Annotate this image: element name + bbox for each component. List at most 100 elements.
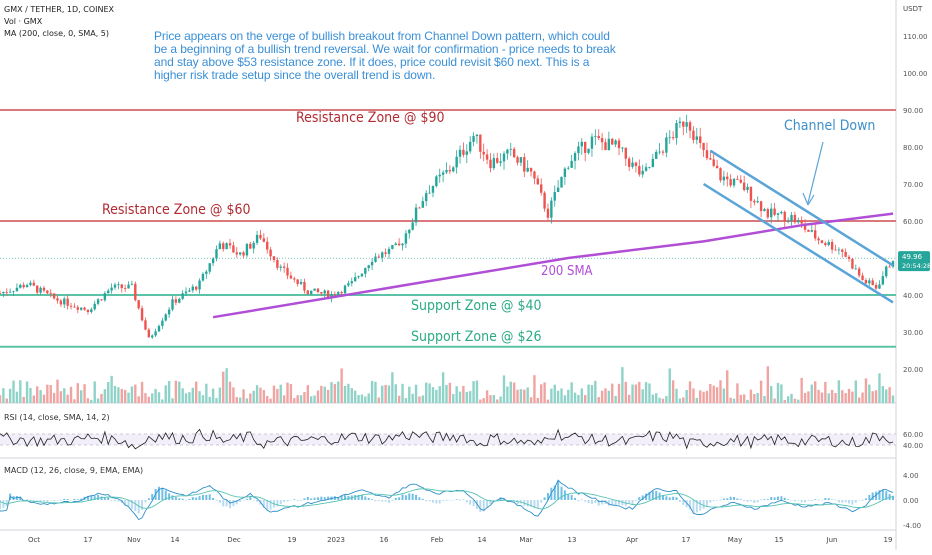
price-tick-label: 90.00 [903,107,923,115]
macd-histogram-bar [618,500,621,505]
macd-histogram-bar [770,497,773,500]
candle-body [205,271,208,274]
macd-histogram-bar [678,500,681,502]
volume-bar [286,382,289,403]
macd-histogram-bar [279,500,282,505]
volume-bar [533,375,536,403]
candle-body [726,176,729,180]
macd-histogram-bar [431,500,434,503]
volume-bar [448,382,452,403]
volume-bar [289,384,293,403]
volume-bar [506,386,509,403]
macd-histogram-bar [831,499,834,501]
candle-body [820,240,824,244]
macd-histogram-bar [181,498,184,500]
volume-bar [343,385,347,403]
volume-bar [824,381,827,403]
candle-body [2,291,5,294]
volume-bar [107,382,110,403]
time-tick-label: 15 [775,536,784,544]
candle-body [837,249,841,251]
volume-bar [540,384,543,403]
volume-bar [174,380,178,403]
volume-bar [154,388,157,403]
volume-bar [861,392,864,403]
volume-bar [215,398,218,403]
macd-histogram-bar [191,497,194,500]
macd-histogram-bar [201,494,204,500]
volume-bar [847,388,851,403]
candle-body [103,293,107,301]
candle-body [665,137,668,153]
volume-bar [235,397,238,403]
macd-histogram-bar [425,500,428,502]
volume-bar [441,372,445,403]
candle-body [617,140,621,149]
candle-body [438,174,441,177]
candle-body [533,171,536,179]
volume-bar [245,398,249,403]
volume-bar [330,382,333,403]
volume-bar [736,383,739,403]
macd-histogram-bar [421,498,424,500]
macd-histogram-bar [726,498,729,500]
macd-histogram-bar [621,500,624,506]
candle-body [100,299,103,301]
macd-histogram-bar [844,500,847,503]
candle-body [807,229,810,232]
volume-bar [208,396,211,403]
macd-histogram-bar [137,500,140,514]
volume-bar [93,381,96,403]
candle-body [272,256,276,260]
candle-body [360,273,364,277]
candle-body [594,135,597,137]
volume-bar [42,394,46,403]
volume-bar [218,387,222,403]
volume-bar [117,387,120,403]
candle-body [161,320,164,326]
volume-bar [604,388,607,403]
candle-body [776,213,780,215]
volume-bar [462,385,465,403]
candle-body [364,268,367,274]
volume-bar [397,395,401,403]
candle-body [715,165,719,169]
candle-body [12,291,15,292]
volume-bar [874,390,878,403]
macd-histogram-bar [871,492,874,500]
time-tick-label: Mar [519,536,532,544]
volume-bar [587,384,590,403]
macd-histogram-bar [848,500,851,504]
volume-bar [96,398,100,403]
volume-bar [232,387,235,403]
candle-body [66,298,69,306]
macd-histogram-bar [699,500,702,511]
candle-body [739,179,742,183]
volume-bar [90,399,93,403]
rsi-label: RSI (14, close, SMA, 14, 2) [4,413,110,422]
volume-bar [868,384,871,403]
macd-histogram-bar [174,497,177,500]
support-40-label: Support Zone @ $40 [411,298,542,314]
volume-bar [238,397,242,403]
candle-body [127,284,130,289]
channel-arrowhead [802,192,815,206]
volume-bar [428,383,431,403]
candle-body [313,288,316,291]
candle-body [96,299,100,304]
candle-body [279,266,282,268]
macd-histogram-bar [516,500,519,505]
candle-body [502,153,506,162]
volume-bar [299,395,303,403]
candle-body [232,245,235,253]
volume-bar [191,387,195,403]
macd-histogram-bar [185,500,188,501]
volume-bar [817,389,820,403]
macd-histogram-bar [333,496,336,500]
candle-body [293,278,296,280]
volume-bar [56,379,59,403]
candle-body [705,150,709,159]
sma-200-line [212,212,894,319]
